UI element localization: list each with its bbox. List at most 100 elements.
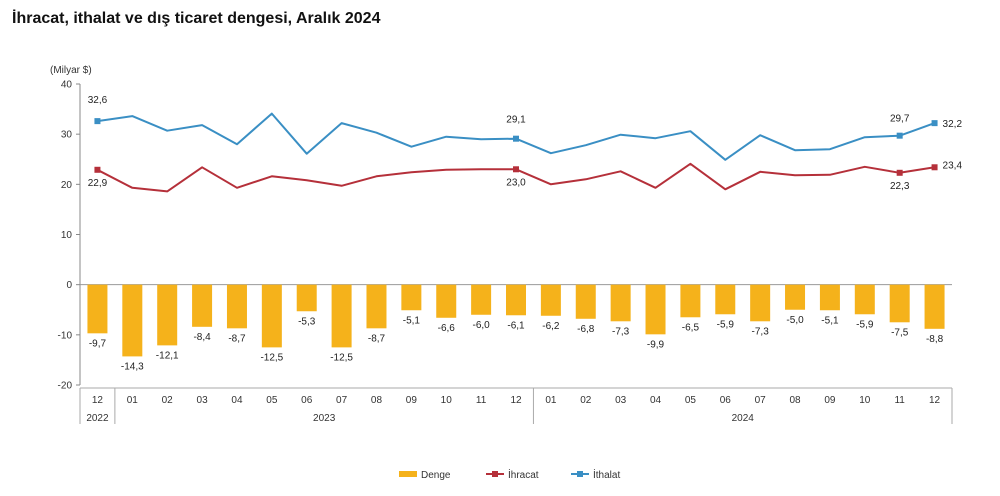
export-point-label: 23,4 [943, 160, 963, 171]
balance-bar-label: -5,9 [856, 319, 874, 330]
balance-bar-label: -6,8 [577, 324, 595, 335]
y-tick-label: -10 [58, 330, 73, 341]
balance-bar-label: -14,3 [121, 361, 144, 372]
export-marker [896, 169, 903, 176]
x-tick-label: 07 [336, 395, 348, 406]
balance-bar-label: -5,3 [298, 316, 316, 327]
balance-bar-label: -8,4 [193, 332, 211, 343]
balance-bar-label: -7,3 [752, 326, 770, 337]
legend-swatch-marker [577, 471, 583, 477]
y-tick-label: 40 [61, 80, 73, 91]
balance-bar-label: -8,7 [368, 333, 386, 344]
balance-bar [401, 284, 422, 311]
import-point-label: 32,6 [88, 95, 108, 106]
x-tick-label: 07 [755, 395, 767, 406]
y-tick-label: 10 [61, 230, 73, 241]
import-marker [896, 132, 903, 139]
balance-bar [436, 284, 457, 318]
balance-bar [506, 284, 526, 316]
balance-bar-label: -9,7 [89, 338, 107, 349]
import-point-label: 29,7 [890, 114, 910, 125]
balance-bar [87, 284, 108, 334]
balance-bar [854, 284, 875, 315]
balance-bar [331, 284, 352, 348]
balance-bar [889, 284, 910, 323]
x-tick-label: 08 [789, 395, 801, 406]
balance-bar [575, 284, 596, 319]
balance-bar [715, 284, 736, 315]
x-tick-label: 06 [301, 395, 313, 406]
import-marker [931, 120, 938, 127]
balance-bar [785, 284, 806, 310]
x-tick-label: 01 [127, 395, 139, 406]
balance-bar [296, 284, 317, 312]
x-tick-label: 02 [162, 395, 174, 406]
x-tick-label: 04 [231, 395, 243, 406]
balance-bar-label: -5,0 [786, 315, 804, 326]
x-year-label: 2024 [732, 413, 755, 424]
balance-bar-label: -5,1 [403, 315, 421, 326]
legend-item-ithalat-label: İthalat [593, 468, 620, 481]
x-tick-label: 03 [615, 395, 627, 406]
export-marker [931, 164, 938, 171]
balance-bar [366, 284, 387, 329]
x-tick-label: 05 [685, 395, 697, 406]
balance-bar [192, 284, 213, 327]
x-year-label: 2022 [86, 413, 109, 424]
balance-bar [610, 284, 631, 322]
x-tick-label: 09 [406, 395, 418, 406]
import-point-label: 32,2 [943, 119, 963, 130]
legend-swatch-bar [399, 471, 417, 477]
x-tick-label: 01 [545, 395, 557, 406]
x-tick-label: 02 [580, 395, 592, 406]
x-tick-label: 11 [476, 395, 487, 406]
export-point-label: 23,0 [506, 177, 526, 188]
import-marker [513, 135, 519, 142]
balance-bar [680, 284, 701, 318]
balance-bar-label: -6,1 [507, 320, 525, 331]
balance-bar [122, 284, 143, 357]
balance-bar [471, 284, 492, 315]
export-point-label: 22,9 [88, 178, 108, 189]
y-tick-label: 0 [66, 280, 72, 291]
balance-bar-label: -12,5 [330, 352, 353, 363]
legend-item-ihracat-label: İhracat [508, 468, 539, 481]
y-tick-label: -20 [58, 381, 73, 392]
balance-bar [924, 284, 945, 329]
balance-bar [540, 284, 561, 316]
x-tick-label: 10 [859, 395, 871, 406]
x-tick-label: 11 [894, 395, 905, 406]
import-marker [94, 118, 101, 125]
balance-bar-label: -6,2 [542, 321, 560, 332]
trade-lines [94, 112, 938, 193]
export-marker [94, 166, 101, 173]
data-labels: -9,7 -14,3 -12,1 -8,4 -8,7 -12,5 -5,3 -12,5 -8,7… [88, 95, 963, 372]
x-tick-label: 05 [266, 395, 278, 406]
balance-bar [261, 284, 282, 348]
balance-bar-label: -7,5 [891, 327, 909, 338]
balance-bar-label: -9,9 [647, 339, 665, 350]
x-tick-label: 08 [371, 395, 383, 406]
y-tick-label: 20 [61, 180, 73, 191]
balance-bar-label: -12,5 [260, 352, 283, 363]
x-tick-label: 12 [510, 395, 522, 406]
x-tick-label: 10 [441, 395, 453, 406]
balance-bar-label: -6,0 [473, 320, 491, 331]
x-axis: 12 01 02 03 04 05 06 07 08 09 10 11 12 01 02 03 04 05 06 07… [79, 387, 953, 424]
legend: Denge İhracat İthalat [399, 468, 620, 481]
balance-bar-label: -6,5 [682, 322, 700, 333]
balance-bar-label: -12,1 [156, 350, 179, 361]
balance-bar [819, 284, 840, 311]
export-point-label: 22,3 [890, 181, 910, 192]
x-tick-label: 12 [929, 395, 941, 406]
x-tick-label: 12 [92, 395, 104, 406]
balance-bar-label: -7,3 [612, 326, 630, 337]
y-axis-unit-label: (Milyar $) [50, 65, 92, 76]
balance-bar-label: -8,7 [228, 333, 246, 344]
balance-bars [87, 284, 945, 357]
legend-swatch-marker [492, 471, 498, 477]
balance-bar [157, 284, 178, 346]
export-marker [513, 166, 519, 173]
balance-bar-label: -8,8 [926, 334, 944, 345]
balance-bar [750, 284, 771, 322]
